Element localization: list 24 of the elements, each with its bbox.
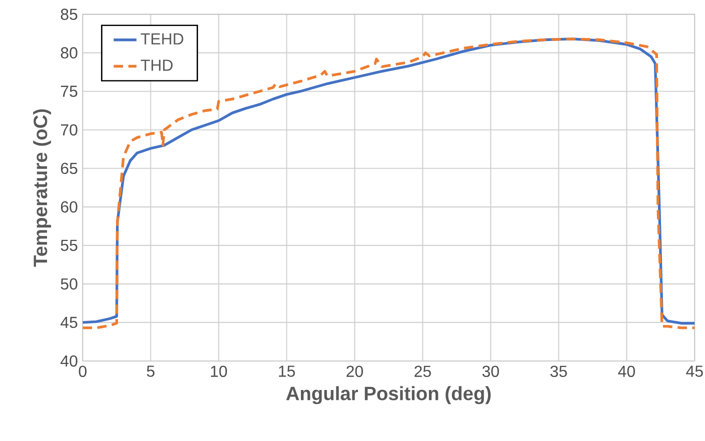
x-tick-label: 0 (78, 366, 87, 378)
legend-label: THD (140, 60, 173, 71)
x-tick-label: 5 (146, 366, 154, 377)
y-tick-label: 60 (60, 201, 78, 213)
y-tick-label: 55 (60, 240, 78, 252)
y-axis-title: Temperature (oC) (33, 109, 52, 267)
x-tick-label: 10 (210, 366, 227, 378)
y-tick-label: 75 (60, 86, 78, 97)
x-tick-label: 45 (686, 366, 703, 377)
x-tick-label: 15 (278, 366, 295, 377)
y-tick-label: 80 (60, 47, 78, 58)
y-tick-label: 50 (60, 278, 78, 290)
x-tick-label: 30 (482, 366, 499, 378)
y-tick-label: 85 (60, 8, 78, 20)
y-tick-label: 40 (60, 355, 78, 367)
y-tick-label: 70 (60, 124, 78, 136)
y-tick-label: 45 (60, 316, 78, 328)
x-tick-label: 20 (346, 366, 363, 378)
legend-label: TEHD (140, 33, 184, 44)
x-tick-label: 40 (618, 366, 635, 378)
x-tick-label: 25 (414, 366, 431, 378)
x-axis-title: Angular Position (deg) (286, 386, 491, 404)
x-tick-label: 35 (550, 366, 567, 378)
y-tick-label: 65 (60, 162, 78, 174)
